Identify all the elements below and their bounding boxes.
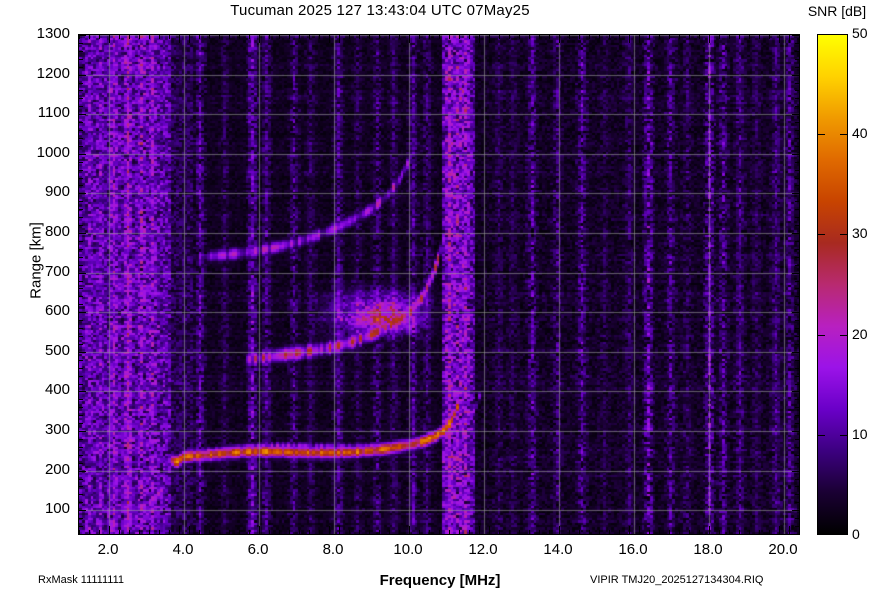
y-axis-tick-200: 200 <box>44 460 70 478</box>
x-axis-tick-4.0: 4.0 <box>172 541 194 558</box>
colorbar-tick-0: 0 <box>852 526 860 542</box>
colorbar-tick-20: 20 <box>852 325 868 342</box>
y-axis-tick-1000: 1000 <box>36 143 70 161</box>
y-axis-tick-1300: 1300 <box>36 25 70 42</box>
colorbar-tickmark <box>840 134 847 136</box>
y-axis-title: Range [km] <box>27 222 45 299</box>
colorbar-tickmark <box>818 134 825 136</box>
page-title: Tucuman 2025 127 13:43:04 UTC 07May25 <box>230 2 530 19</box>
colorbar-tick-40: 40 <box>852 125 868 142</box>
x-axis-tick-10.0: 10.0 <box>393 541 423 558</box>
y-axis-tick-1200: 1200 <box>36 64 70 82</box>
y-axis-tick-400: 400 <box>44 381 70 399</box>
y-axis-tick-900: 900 <box>44 183 70 201</box>
snr-colorbar[interactable] <box>817 34 848 535</box>
y-axis-tick-500: 500 <box>44 341 70 359</box>
riq-filename-label: VIPIR TMJ20_2025127134304.RIQ <box>590 574 764 586</box>
colorbar-title: SNR [dB] <box>807 3 867 19</box>
y-axis-tick-600: 600 <box>44 302 70 320</box>
x-axis-tick-2.0: 2.0 <box>97 541 119 558</box>
x-axis-tick-6.0: 6.0 <box>247 541 269 558</box>
colorbar-tickmark <box>818 234 825 236</box>
x-axis-tick-20.0: 20.0 <box>768 541 798 558</box>
colorbar-tickmark <box>818 334 825 336</box>
colorbar-gradient <box>818 35 847 534</box>
y-axis-tick-1100: 1100 <box>37 104 70 122</box>
rxmask-label: RxMask 11111111 <box>38 574 125 586</box>
x-axis-tick-12.0: 12.0 <box>468 541 498 558</box>
x-axis-tick-14.0: 14.0 <box>543 541 573 558</box>
colorbar-tickmark <box>840 434 847 436</box>
colorbar-tick-10: 10 <box>852 425 868 442</box>
x-axis-tick-18.0: 18.0 <box>693 541 723 558</box>
x-axis-title: Frequency [MHz] <box>379 572 501 589</box>
colorbar-tick-50: 50 <box>852 25 868 41</box>
y-axis-tick-700: 700 <box>44 262 70 280</box>
y-axis-tick-300: 300 <box>44 421 70 439</box>
y-axis-tick-100: 100 <box>44 500 70 518</box>
ionogram-plot-area[interactable] <box>78 34 800 535</box>
colorbar-tickmark <box>840 234 847 236</box>
y-axis-tick-800: 800 <box>44 223 70 241</box>
colorbar-tickmark <box>840 334 847 336</box>
x-axis-tick-16.0: 16.0 <box>618 541 648 558</box>
ionogram-heatmap-canvas <box>79 35 799 534</box>
colorbar-tick-30: 30 <box>852 225 868 242</box>
x-axis-tick-8.0: 8.0 <box>322 541 344 558</box>
colorbar-tickmark <box>818 434 825 436</box>
